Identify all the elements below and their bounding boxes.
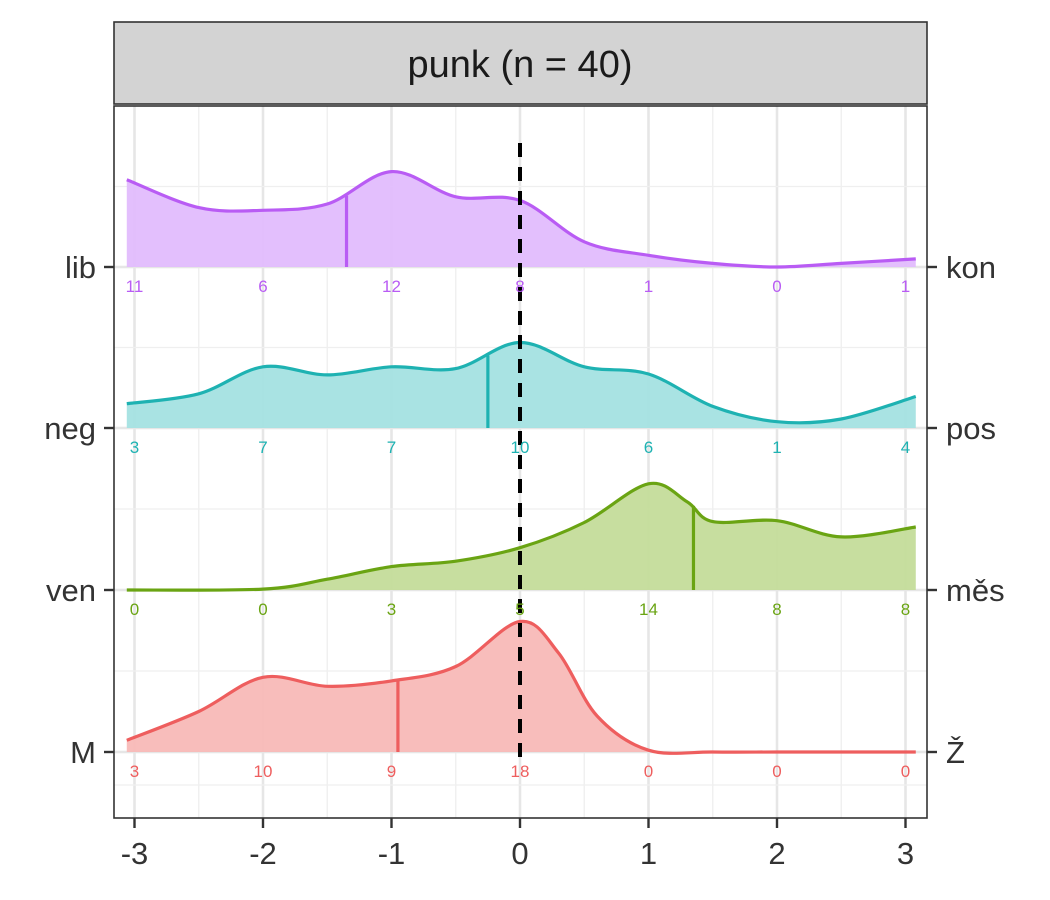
- count-label: 14: [639, 600, 658, 619]
- ridge-line: [126, 619, 916, 755]
- x-tick-label: 1: [640, 836, 657, 871]
- count-label: 6: [644, 438, 653, 457]
- ridge-ven: [126, 481, 916, 592]
- ridge-area: [126, 483, 916, 591]
- y-label-right: kon: [946, 250, 996, 285]
- count-label: 0: [258, 600, 267, 619]
- plot-panel: 3 10 9 18 0 0 00 0 3 5 14 8 83 7 7 10 6 1 411 6 12 8 1 0 1: [113, 105, 928, 819]
- count-label: 0: [644, 762, 653, 781]
- count-label: 18: [511, 762, 530, 781]
- count-label: 8: [515, 277, 524, 296]
- count-label: 12: [382, 277, 401, 296]
- count-label: 9: [387, 762, 396, 781]
- count-label: 11: [126, 277, 144, 296]
- count-label: 1: [644, 277, 653, 296]
- facet-strip-box: [113, 21, 928, 105]
- count-label: 1: [772, 438, 781, 457]
- y-label-left: neg: [44, 411, 96, 446]
- chart-title: punk (n = 40): [408, 44, 633, 86]
- x-tick-label: 3: [897, 836, 914, 871]
- count-label: 1: [901, 277, 910, 296]
- count-label: 0: [901, 762, 910, 781]
- count-label: 7: [258, 438, 267, 457]
- count-labels: 3 10 9 18 0 0 00 0 3 5 14 8 83 7 7 10 6 1 411 6 12 8 1 0 1: [126, 277, 911, 781]
- y-label-right: Ž: [946, 735, 965, 770]
- count-label: 7: [387, 438, 396, 457]
- x-tick-label: -3: [121, 836, 149, 871]
- count-label: 0: [772, 277, 781, 296]
- x-tick-label: -1: [378, 836, 406, 871]
- x-tick-label: -2: [249, 836, 277, 871]
- x-tick-label: 2: [768, 836, 785, 871]
- y-label-left: M: [70, 735, 96, 770]
- count-label: 8: [901, 600, 910, 619]
- count-label: 3: [387, 600, 396, 619]
- ridge-line: [126, 481, 916, 592]
- count-label: 10: [254, 762, 273, 781]
- count-label: 5: [515, 600, 524, 619]
- count-label: 3: [130, 438, 139, 457]
- y-label-left: lib: [65, 250, 96, 285]
- y-label-right: pos: [946, 411, 996, 446]
- count-label: 10: [511, 438, 530, 457]
- count-label: 0: [130, 600, 139, 619]
- count-label: 0: [772, 762, 781, 781]
- x-axis: -3 -2 -1 0 1 2 3: [121, 818, 914, 871]
- ridge-M: [126, 619, 916, 755]
- count-label: 8: [772, 600, 781, 619]
- y-label-right: měs: [946, 573, 1005, 608]
- count-label: 6: [258, 277, 267, 296]
- count-label: 4: [901, 438, 910, 457]
- x-tick-label: 0: [511, 836, 528, 871]
- facet-strip: punk (n = 40): [113, 21, 928, 105]
- ridge-area: [126, 621, 916, 754]
- count-label: 3: [130, 762, 139, 781]
- y-label-left: ven: [46, 573, 96, 608]
